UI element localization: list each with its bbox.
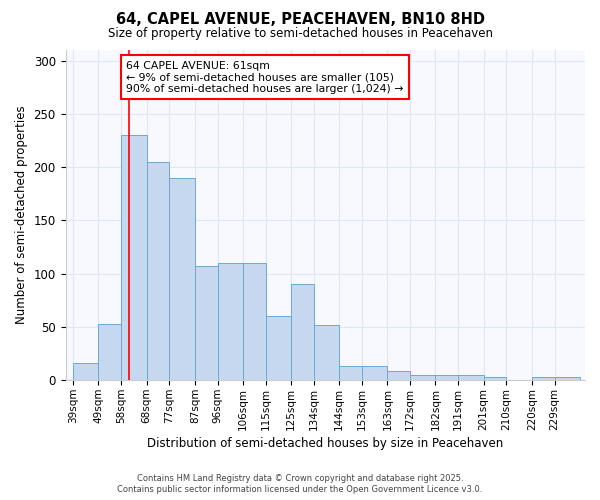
Bar — [98, 324, 121, 380]
Bar — [436, 375, 458, 380]
Bar — [554, 377, 580, 380]
Bar — [388, 370, 410, 380]
Text: 64 CAPEL AVENUE: 61sqm
← 9% of semi-detached houses are smaller (105)
90% of sem: 64 CAPEL AVENUE: 61sqm ← 9% of semi-deta… — [127, 60, 404, 94]
X-axis label: Distribution of semi-detached houses by size in Peacehaven: Distribution of semi-detached houses by … — [147, 437, 503, 450]
Bar — [291, 284, 314, 380]
Bar — [410, 375, 436, 380]
Bar — [266, 316, 291, 380]
Bar — [243, 263, 266, 380]
Bar — [73, 363, 98, 380]
Bar — [121, 135, 146, 380]
Bar — [484, 377, 506, 380]
Bar — [314, 325, 339, 380]
Text: Contains HM Land Registry data © Crown copyright and database right 2025.
Contai: Contains HM Land Registry data © Crown c… — [118, 474, 482, 494]
Text: 64, CAPEL AVENUE, PEACEHAVEN, BN10 8HD: 64, CAPEL AVENUE, PEACEHAVEN, BN10 8HD — [115, 12, 485, 28]
Bar — [195, 266, 218, 380]
Y-axis label: Number of semi-detached properties: Number of semi-detached properties — [15, 106, 28, 324]
Bar — [458, 375, 484, 380]
Bar — [218, 263, 243, 380]
Bar — [146, 162, 169, 380]
Bar — [339, 366, 362, 380]
Bar — [169, 178, 195, 380]
Bar — [532, 377, 554, 380]
Bar — [362, 366, 388, 380]
Text: Size of property relative to semi-detached houses in Peacehaven: Size of property relative to semi-detach… — [107, 28, 493, 40]
